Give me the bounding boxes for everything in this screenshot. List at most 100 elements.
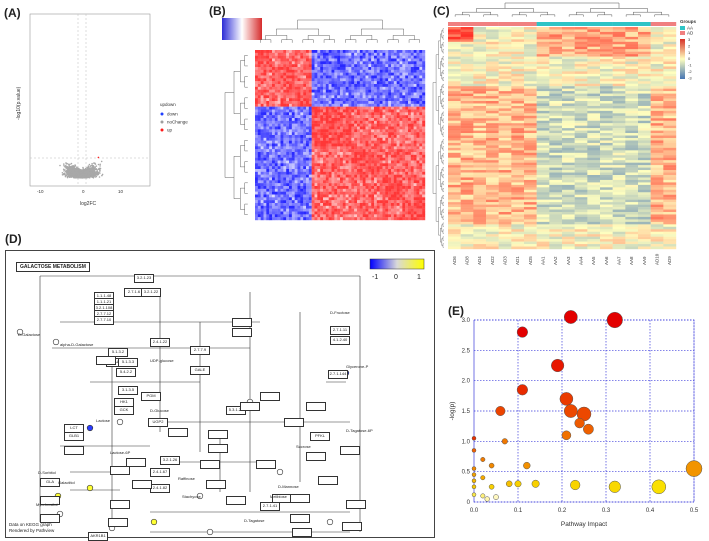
correlation-cell: [306, 146, 310, 150]
correlation-cell: [351, 152, 355, 156]
correlation-cell: [320, 98, 324, 102]
correlation-cell: [422, 101, 426, 105]
correlation-cell: [255, 78, 259, 82]
correlation-cell: [402, 92, 406, 96]
correlation-cell: [283, 129, 287, 133]
correlation-cell: [399, 129, 403, 133]
correlation-cell: [374, 118, 378, 122]
correlation-cell: [357, 146, 361, 150]
correlation-cell: [354, 166, 358, 170]
correlation-cell: [314, 177, 318, 181]
correlation-cell: [300, 157, 304, 161]
correlation-cell: [260, 101, 264, 105]
correlation-cell: [328, 137, 332, 141]
correlation-cell: [272, 52, 276, 56]
correlation-cell: [368, 169, 372, 173]
correlation-cell: [314, 160, 318, 164]
correlation-cell: [328, 135, 332, 139]
correlation-cell: [413, 132, 417, 136]
correlation-cell: [419, 112, 423, 116]
correlation-cell: [266, 112, 270, 116]
correlation-cell: [269, 69, 273, 73]
correlation-cell: [348, 112, 352, 116]
correlation-cell: [308, 160, 312, 164]
correlation-cell: [311, 135, 315, 139]
correlation-cell: [323, 50, 327, 54]
correlation-cell: [323, 64, 327, 68]
correlation-cell: [311, 109, 315, 113]
correlation-cell: [340, 177, 344, 181]
correlation-cell: [405, 169, 409, 173]
correlation-cell: [368, 67, 372, 71]
correlation-cell: [362, 163, 366, 167]
correlation-cell: [354, 126, 358, 130]
correlation-cell: [311, 58, 315, 62]
correlation-cell: [257, 50, 261, 54]
correlation-cell: [272, 115, 276, 119]
correlation-cell: [359, 72, 363, 76]
correlation-cell: [376, 86, 380, 90]
correlation-cell: [340, 143, 344, 147]
correlation-cell: [405, 109, 409, 113]
correlation-cell: [376, 152, 380, 156]
correlation-cell: [422, 157, 426, 161]
correlation-cell: [371, 140, 375, 144]
correlation-cell: [342, 140, 346, 144]
correlation-cell: [354, 140, 358, 144]
correlation-cell: [334, 81, 338, 85]
correlation-cell: [334, 101, 338, 105]
correlation-cell: [379, 61, 383, 65]
correlation-cell: [340, 75, 344, 79]
correlation-cell: [357, 126, 361, 130]
correlation-cell: [382, 112, 386, 116]
correlation-cell: [306, 106, 310, 110]
correlation-cell: [413, 149, 417, 153]
correlation-cell: [294, 58, 298, 62]
correlation-cell: [317, 118, 321, 122]
correlation-cell: [385, 169, 389, 173]
correlation-cell: [337, 126, 341, 130]
correlation-cell: [306, 115, 310, 119]
correlation-cell: [399, 109, 403, 113]
correlation-cell: [297, 169, 301, 173]
correlation-cell: [354, 169, 358, 173]
volcano-legend-down: down: [167, 112, 178, 117]
correlation-cell: [269, 149, 273, 153]
correlation-cell: [393, 118, 397, 122]
correlation-cell: [399, 157, 403, 161]
correlation-cell: [382, 137, 386, 141]
correlation-cell: [317, 95, 321, 99]
correlation-cell: [351, 171, 355, 175]
correlation-cell: [297, 115, 301, 119]
correlation-cell: [317, 146, 321, 150]
correlation-cell: [416, 174, 420, 178]
correlation-cell: [255, 52, 259, 56]
correlation-cell: [422, 106, 426, 110]
correlation-cell: [393, 169, 397, 173]
correlation-cell: [331, 69, 335, 73]
correlation-cell: [382, 50, 386, 54]
volcano-point: [82, 176, 84, 179]
correlation-cell: [359, 143, 363, 147]
correlation-cell: [300, 101, 304, 105]
volcano-point: [67, 166, 69, 169]
volcano-point: [88, 167, 90, 169]
correlation-cell: [274, 149, 278, 153]
correlation-cell: [303, 69, 307, 73]
correlation-cell: [422, 89, 426, 93]
correlation-cell: [320, 137, 324, 141]
correlation-cell: [306, 160, 310, 164]
correlation-cell: [280, 78, 284, 82]
correlation-cell: [342, 92, 346, 96]
correlation-cell: [345, 84, 349, 88]
correlation-cell: [331, 55, 335, 59]
correlation-cell: [286, 135, 290, 139]
correlation-cell: [357, 92, 361, 96]
correlation-cell: [391, 61, 395, 65]
correlation-cell: [328, 81, 332, 85]
correlation-cell: [308, 81, 312, 85]
correlation-cell: [320, 92, 324, 96]
correlation-cell: [311, 177, 315, 181]
correlation-cell: [374, 146, 378, 150]
correlation-cell: [340, 52, 344, 56]
